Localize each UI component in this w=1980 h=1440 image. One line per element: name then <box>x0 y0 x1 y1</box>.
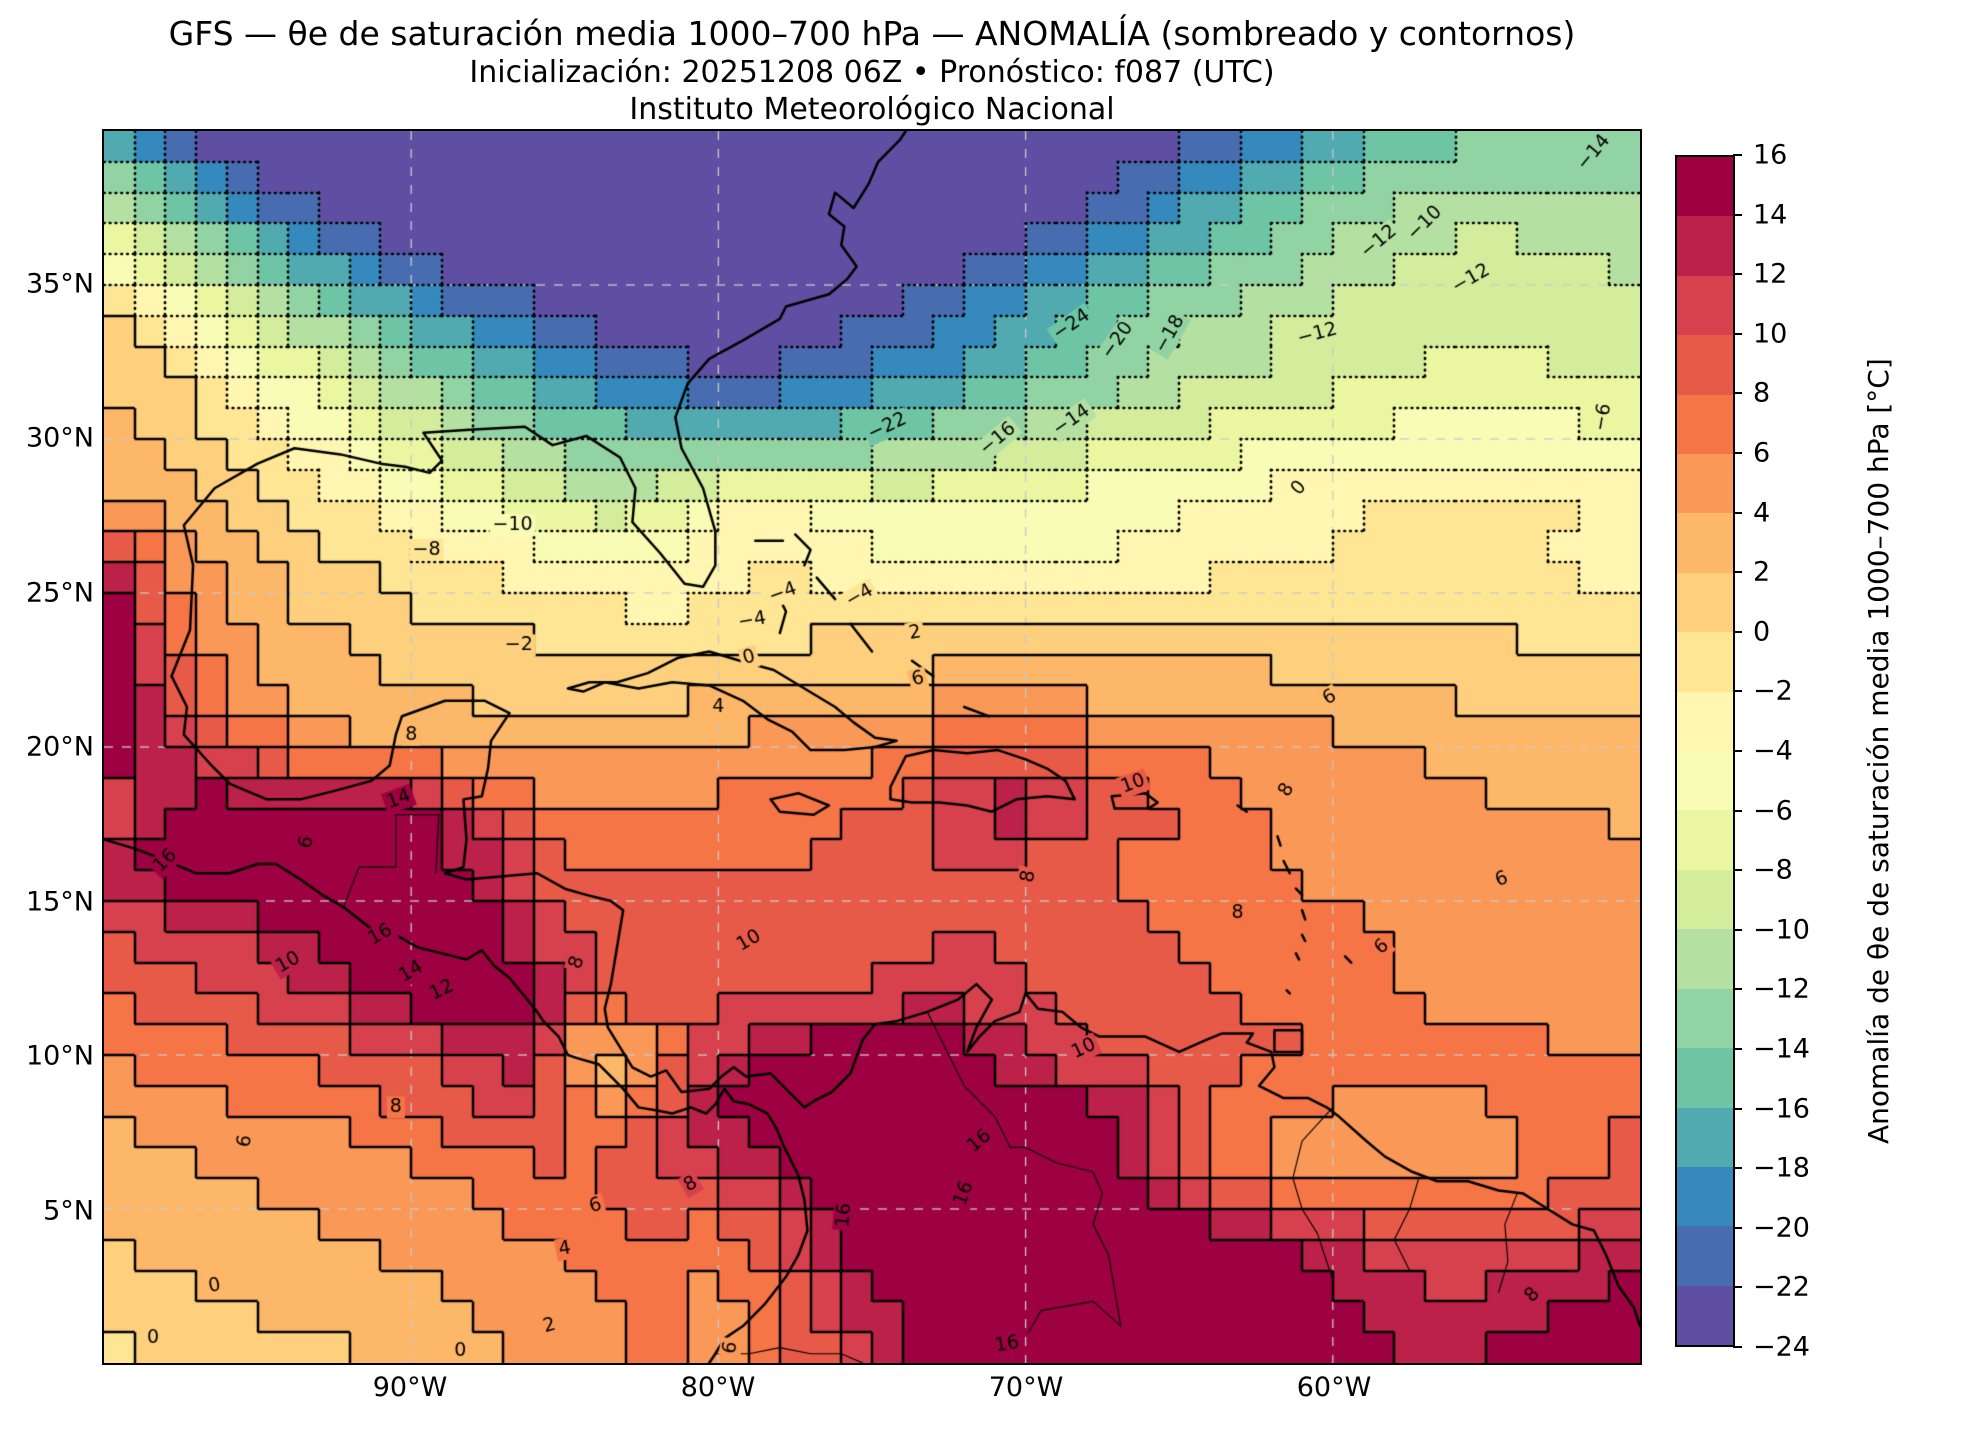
y-tick-label: 10°N <box>25 1040 94 1072</box>
colorbar-tick-label: 8 <box>1753 377 1771 409</box>
colorbar-tick-mark <box>1733 1048 1742 1050</box>
colorbar-segment <box>1677 1166 1733 1227</box>
anomaly-map-canvas <box>104 131 1640 1363</box>
colorbar-tick-label: −6 <box>1753 795 1793 827</box>
colorbar-segment <box>1677 810 1733 870</box>
colorbar-tick-mark <box>1733 154 1742 156</box>
colorbar-tick-label: 14 <box>1753 199 1788 231</box>
colorbar-tick-mark <box>1733 452 1742 454</box>
colorbar-segment <box>1677 1048 1733 1108</box>
colorbar-segment <box>1677 513 1733 573</box>
x-tick-label: 80°W <box>680 1372 756 1403</box>
colorbar-tick-mark <box>1733 690 1742 693</box>
colorbar-segment <box>1677 275 1733 336</box>
colorbar-tick-label: 2 <box>1753 556 1771 588</box>
colorbar-tick-label: −2 <box>1753 675 1793 707</box>
colorbar-segment <box>1677 1285 1733 1346</box>
colorbar-segment <box>1677 691 1733 752</box>
colorbar-tick-mark <box>1733 273 1742 276</box>
y-tick-label: 20°N <box>25 731 94 763</box>
map-panel <box>102 129 1642 1365</box>
colorbar-tick-mark <box>1733 809 1742 812</box>
x-tick-label: 90°W <box>372 1372 448 1403</box>
colorbar-tick-label: 6 <box>1753 437 1771 469</box>
y-tick-label: 35°N <box>25 268 94 299</box>
colorbar-tick-mark <box>1733 1107 1742 1110</box>
colorbar-segment <box>1677 216 1733 276</box>
colorbar-tick-mark <box>1733 1286 1742 1289</box>
colorbar-segment <box>1677 394 1733 455</box>
colorbar-tick-mark <box>1733 630 1742 633</box>
colorbar-tick-mark <box>1733 213 1742 216</box>
colorbar-tick-label: 4 <box>1753 497 1771 529</box>
colorbar-tick-mark <box>1733 392 1742 395</box>
page-title: GFS — θe de saturación media 1000–700 hP… <box>168 14 1576 53</box>
colorbar-tick-mark <box>1733 511 1742 514</box>
colorbar-segment <box>1677 1226 1733 1286</box>
colorbar-tick-label: −18 <box>1753 1152 1810 1184</box>
colorbar-tick-label: 10 <box>1753 318 1788 350</box>
colorbar-tick-label: −8 <box>1753 854 1793 886</box>
colorbar-segment <box>1677 454 1733 514</box>
figure-titles: GFS — θe de saturación media 1000–700 hP… <box>102 14 1642 128</box>
colorbar-segment <box>1677 335 1733 395</box>
colorbar-tick-label: −20 <box>1753 1212 1810 1244</box>
y-tick-label: 5°N <box>43 1195 94 1226</box>
colorbar-segment <box>1677 929 1733 989</box>
colorbar-segment <box>1677 751 1733 811</box>
y-tick-label: 15°N <box>25 886 94 917</box>
y-axis-tick-labels: 35°N 30°N 25°N 20°N 15°N 10°N 5°N <box>0 129 94 1365</box>
colorbar-tick-mark <box>1733 332 1742 335</box>
colorbar-tick-mark <box>1733 1226 1742 1229</box>
colorbar-tick-mark <box>1733 869 1742 872</box>
colorbar-segment <box>1677 1107 1733 1167</box>
institution-title: Instituto Meteorológico Nacional <box>629 92 1115 127</box>
x-axis-tick-labels: 90°W 80°W 70°W 60°W <box>102 1372 1642 1412</box>
subtitle-init-forecast: Inicialización: 20251208 06Z • Pronóstic… <box>469 55 1275 90</box>
colorbar-label: Anomalía de θe de saturación media 1000–… <box>1862 358 1895 1144</box>
colorbar-tick-label: −24 <box>1753 1331 1810 1363</box>
y-tick-label: 30°N <box>25 422 94 454</box>
colorbar-tick-label: −12 <box>1753 973 1810 1005</box>
colorbar-segment <box>1677 988 1733 1049</box>
colorbar-tick-mark <box>1733 1167 1742 1170</box>
y-tick-label: 25°N <box>25 577 94 608</box>
colorbar-tick-label: 12 <box>1753 258 1788 290</box>
colorbar <box>1675 155 1735 1347</box>
colorbar-tick-mark <box>1733 571 1742 574</box>
colorbar-tick-label: −10 <box>1753 914 1810 946</box>
colorbar-tick-label: 16 <box>1753 139 1788 171</box>
colorbar-segment <box>1677 869 1733 930</box>
x-tick-label: 70°W <box>988 1372 1064 1403</box>
colorbar-tick-label: −4 <box>1753 735 1793 767</box>
colorbar-tick-mark <box>1733 928 1742 931</box>
colorbar-tick-label: −22 <box>1753 1271 1810 1303</box>
colorbar-segment <box>1677 157 1733 217</box>
colorbar-tick-label: −16 <box>1753 1093 1810 1125</box>
colorbar-tick-label: −14 <box>1753 1033 1810 1065</box>
colorbar-tick-mark <box>1733 988 1742 991</box>
colorbar-tick-labels: 16 14 12 10 8 6 4 2 0 −2 −4 −6 −8 −10 −12 −14 −16 −18 −20 −… <box>1733 140 1973 1363</box>
colorbar-tick-mark <box>1733 1346 1742 1348</box>
colorbar-tick-label: 0 <box>1753 616 1771 648</box>
colorbar-tick-mark <box>1733 750 1742 752</box>
colorbar-segment <box>1677 572 1733 633</box>
colorbar-segment <box>1677 632 1733 692</box>
x-tick-label: 60°W <box>1296 1372 1372 1403</box>
